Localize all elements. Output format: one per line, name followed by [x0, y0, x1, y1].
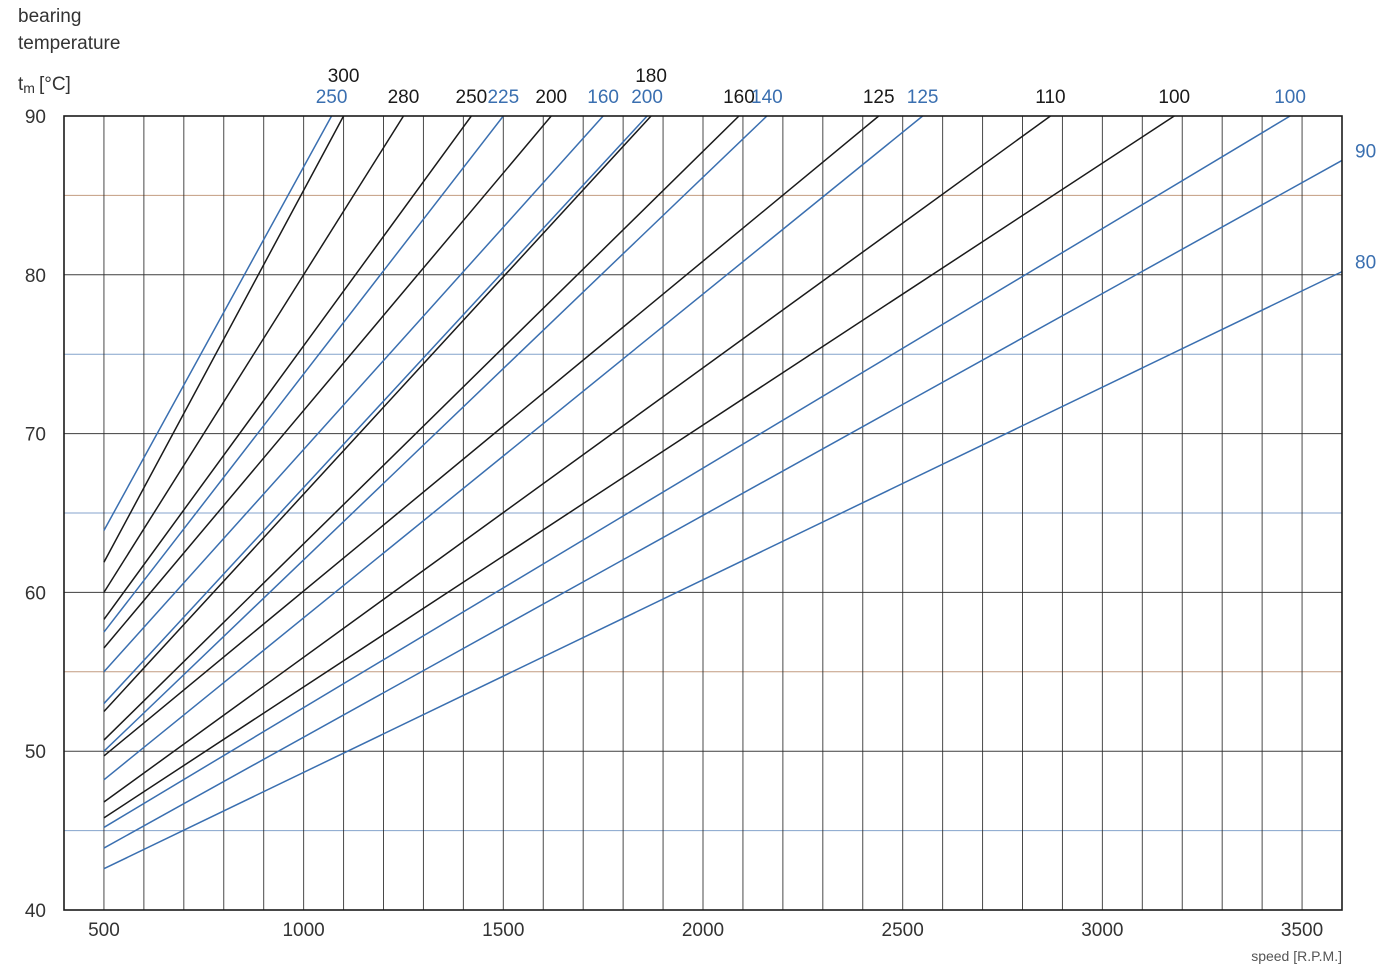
x-tick-label: 500	[88, 920, 120, 941]
y-tick-label: 60	[25, 583, 46, 604]
series-line	[103, 115, 652, 713]
y-axis-symbol-t: t	[18, 74, 24, 95]
series-label: 225	[487, 87, 519, 108]
series-line	[103, 115, 333, 531]
series-label: 300	[328, 66, 360, 87]
series-line	[103, 270, 1343, 870]
series-label: 160	[587, 87, 619, 108]
y-tick-label: 90	[25, 107, 46, 128]
series-label: 90	[1355, 141, 1376, 162]
series-label: 250	[456, 87, 488, 108]
y-axis-symbol-subscript: m	[23, 80, 35, 96]
series-line	[103, 115, 604, 673]
y-tick-label: 50	[25, 742, 46, 763]
series-line	[103, 115, 648, 705]
series-line	[103, 115, 1051, 803]
y-axis-symbol: tm [°C]	[18, 74, 71, 96]
series-label: 100	[1274, 87, 1306, 108]
series-line	[103, 115, 405, 593]
x-tick-label: 1500	[482, 920, 524, 941]
series-label: 140	[751, 87, 783, 108]
series-line	[103, 115, 1291, 829]
y-tick-label: 80	[25, 266, 46, 287]
x-tick-label: 3500	[1281, 920, 1323, 941]
series-label: 160	[723, 87, 755, 108]
series-label: 100	[1158, 87, 1190, 108]
x-tick-label: 2500	[882, 920, 924, 941]
x-tick-label: 2000	[682, 920, 724, 941]
series-label: 200	[535, 87, 567, 108]
x-axis-title: speed [R.P.M.]	[1251, 948, 1342, 964]
grid	[63, 115, 1343, 911]
y-axis-title-line-2: temperature	[18, 33, 120, 54]
axis-ticks: 40 50 60 70 80 90 500 1000 1500 2000 2500 3000 3500	[25, 107, 1323, 941]
y-axis-title-line-1: bearing	[18, 6, 81, 27]
x-tick-label: 1000	[282, 920, 324, 941]
plot-frame	[63, 115, 1343, 911]
series-line	[103, 115, 1175, 819]
series-line	[103, 159, 1343, 849]
series-line	[103, 115, 504, 633]
series-lines	[103, 115, 1343, 870]
series-line	[103, 115, 740, 741]
series-label: 80	[1355, 253, 1376, 274]
series-line	[103, 115, 345, 563]
series-label: 125	[907, 87, 939, 108]
series-line	[103, 115, 552, 649]
y-tick-label: 70	[25, 425, 46, 446]
series-line	[103, 115, 880, 757]
series-label: 250	[316, 87, 348, 108]
series-line	[103, 115, 768, 752]
y-axis-unit: [°C]	[39, 74, 71, 95]
x-tick-label: 3000	[1081, 920, 1123, 941]
series-line	[103, 115, 472, 620]
series-line	[103, 115, 924, 781]
series-label: 200	[631, 87, 663, 108]
series-label: 280	[388, 87, 420, 108]
series-label: 125	[863, 87, 895, 108]
series-label: 180	[635, 66, 667, 87]
series-label: 110	[1035, 87, 1065, 108]
y-tick-label: 40	[25, 901, 46, 922]
